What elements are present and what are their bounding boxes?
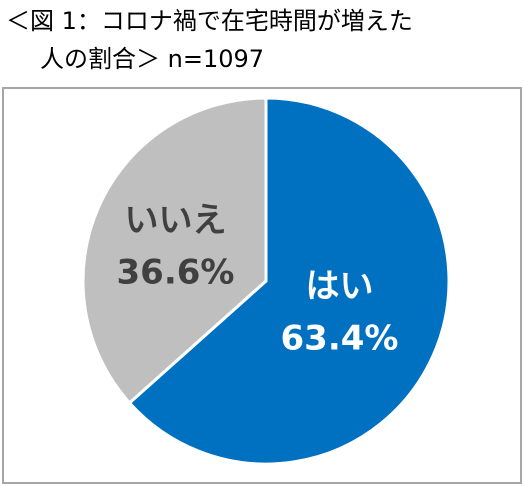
pie-slice bbox=[81, 96, 268, 405]
value-label: 36.6% bbox=[117, 253, 235, 293]
slice-label: いいえ bbox=[125, 201, 227, 241]
slice-label: はい bbox=[305, 266, 373, 306]
value-label: 63.4% bbox=[281, 318, 399, 358]
pie-slice bbox=[127, 96, 451, 466]
chart-title: 人の割合＞ n=1097 bbox=[40, 45, 264, 73]
chart-title: ＜図 1：コロナ禍で在宅時間が増えた bbox=[6, 7, 413, 35]
chart-frame bbox=[2, 87, 522, 484]
